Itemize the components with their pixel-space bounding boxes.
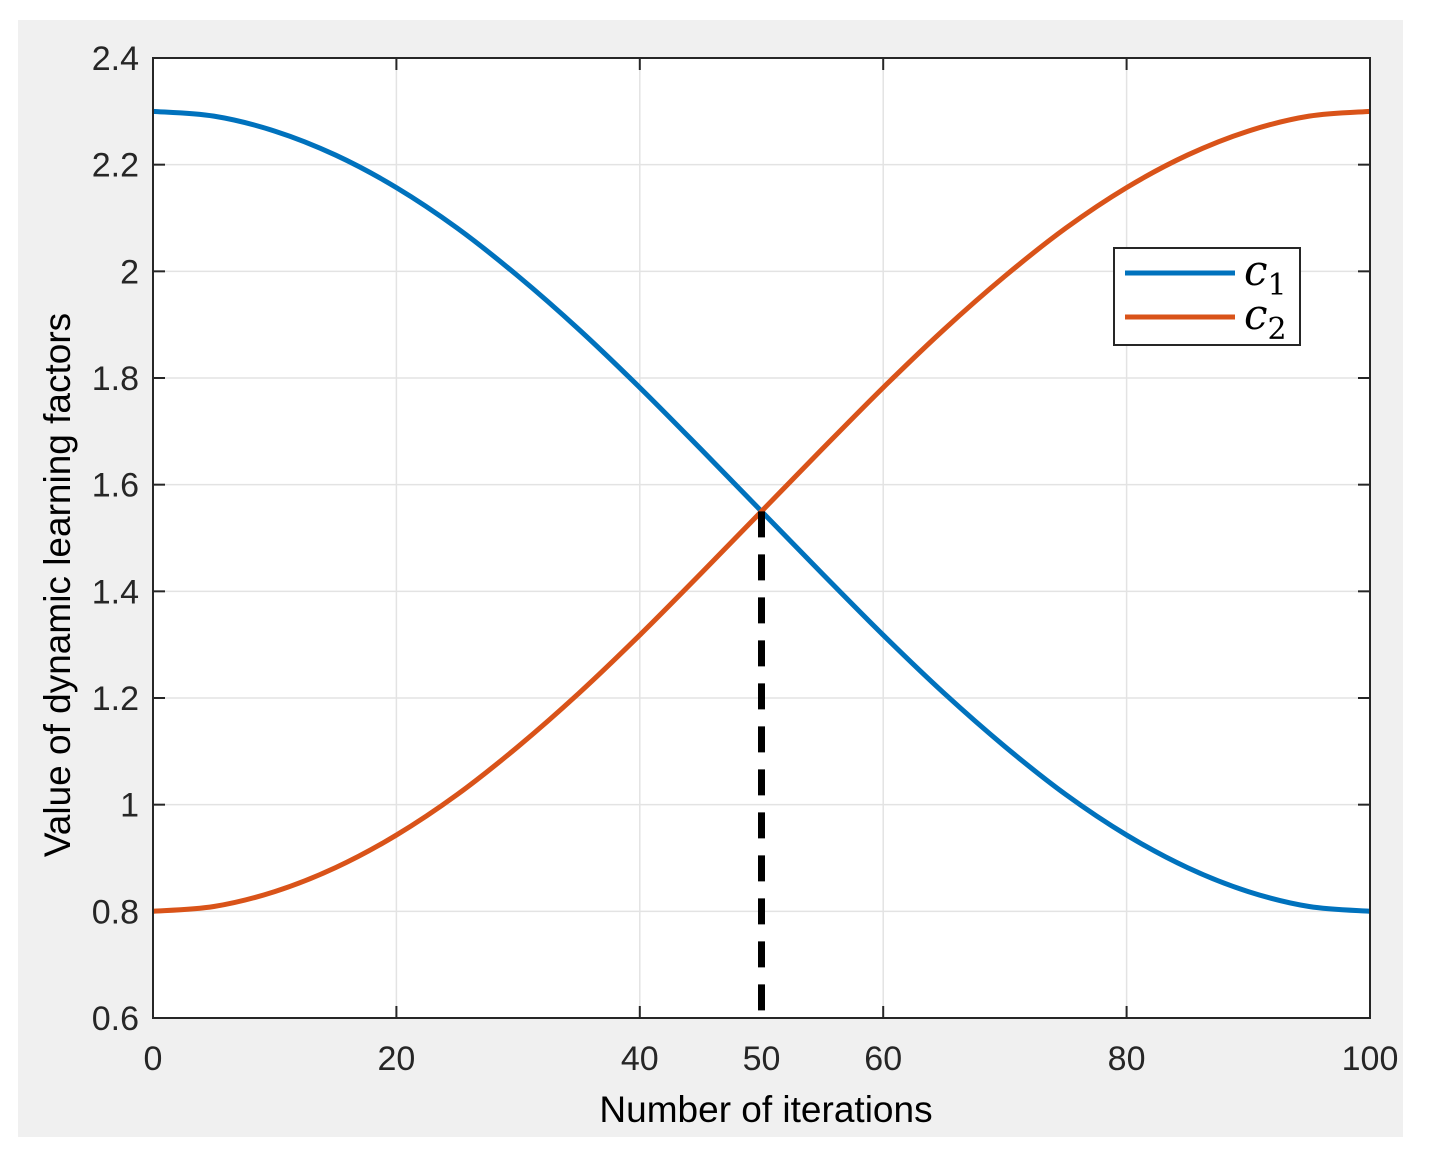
y-tick-label: 1.8 <box>92 360 139 398</box>
y-axis-label: Value of dynamic learning factors <box>37 313 78 857</box>
x-tick-label: 0 <box>144 1040 163 1078</box>
y-tick-label: 1.6 <box>92 467 139 505</box>
y-tick-label: 1 <box>120 787 139 825</box>
y-tick-label: 2 <box>120 253 139 291</box>
plot-border <box>152 57 1371 1019</box>
y-tick-label: 1.4 <box>92 573 139 611</box>
y-tick-label: 0.8 <box>92 893 139 931</box>
x-axis-label: Number of iterations <box>599 1089 932 1130</box>
x-tick-labels: 0 20 40 50 60 80 100 <box>144 1040 1399 1078</box>
y-tick-label: 1.2 <box>92 680 139 718</box>
series-lines <box>152 108 1371 914</box>
y-tick-labels: 0.6 0.8 1 1.2 1.4 1.6 1.8 2 2.2 2.4 <box>92 40 139 1038</box>
x-tick-label: 50 <box>743 1040 781 1078</box>
x-tick-label: 20 <box>377 1040 415 1078</box>
y-tick-label: 2.4 <box>92 40 139 78</box>
x-tick-label: 40 <box>621 1040 659 1078</box>
x-tick-label: 80 <box>1108 1040 1146 1078</box>
series-line-c2 <box>152 108 1371 914</box>
x-tick-label: 100 <box>1342 1040 1399 1078</box>
legend-box <box>1113 247 1301 346</box>
legend-subscript: 2 <box>1268 312 1287 347</box>
x-tick-label: 60 <box>864 1040 902 1078</box>
y-tick-label: 0.6 <box>92 1000 139 1038</box>
legend-label-c2: c2 <box>1244 290 1287 347</box>
y-tick-label: 2.2 <box>92 147 139 185</box>
legend-subscript: 1 <box>1268 268 1287 303</box>
